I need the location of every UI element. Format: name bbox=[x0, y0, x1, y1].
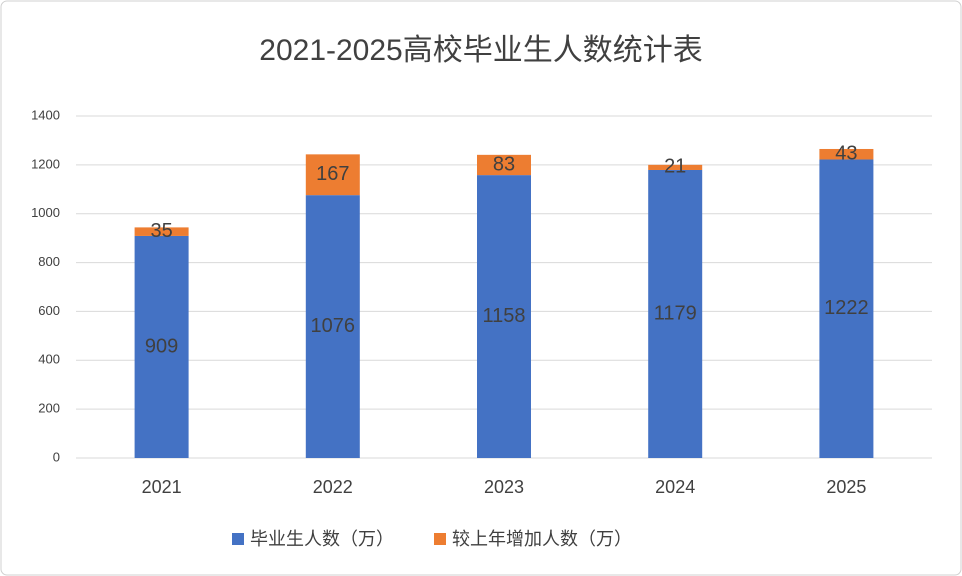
data-label: 1076 bbox=[311, 315, 356, 337]
y-tick-label: 1000 bbox=[31, 205, 60, 220]
bar-segment bbox=[648, 169, 703, 459]
chart-title: 2021-2025高校毕业生人数统计表 bbox=[259, 34, 702, 67]
bar-segment bbox=[134, 227, 189, 236]
data-label: 167 bbox=[316, 163, 349, 185]
x-tick-label: 2022 bbox=[313, 477, 353, 497]
legend-label: 较上年增加人数（万） bbox=[452, 529, 632, 549]
data-label: 1158 bbox=[482, 305, 525, 327]
x-tick-label: 2024 bbox=[655, 477, 695, 497]
y-tick-label: 200 bbox=[38, 401, 60, 416]
x-tick-label: 2023 bbox=[484, 477, 524, 497]
y-tick-label: 400 bbox=[38, 352, 60, 367]
data-label: 43 bbox=[835, 143, 857, 165]
bar-segment bbox=[305, 154, 360, 196]
data-label: 35 bbox=[150, 220, 172, 242]
y-tick-label: 1200 bbox=[31, 156, 60, 171]
legend-label: 毕业生人数（万） bbox=[250, 529, 394, 549]
x-tick-label: 2021 bbox=[142, 477, 182, 497]
data-label: 83 bbox=[493, 153, 515, 175]
bar-segment bbox=[134, 235, 189, 458]
bar-segment bbox=[305, 195, 360, 459]
data-label: 1179 bbox=[654, 302, 697, 324]
y-tick-label: 600 bbox=[38, 303, 60, 318]
legend-swatch bbox=[434, 533, 446, 545]
data-label: 1222 bbox=[824, 297, 869, 319]
y-tick-label: 1400 bbox=[31, 107, 60, 122]
data-label: 21 bbox=[664, 156, 686, 178]
data-label: 909 bbox=[145, 335, 178, 357]
bar-segment bbox=[477, 175, 531, 459]
y-tick-label: 0 bbox=[53, 449, 60, 464]
x-tick-label: 2025 bbox=[826, 477, 866, 497]
bar-segment bbox=[648, 164, 703, 170]
legend-swatch bbox=[232, 533, 244, 545]
y-tick-label: 800 bbox=[38, 254, 60, 269]
bar-segment bbox=[819, 159, 874, 459]
bar-segment bbox=[819, 148, 874, 160]
bar-segment bbox=[477, 154, 531, 176]
